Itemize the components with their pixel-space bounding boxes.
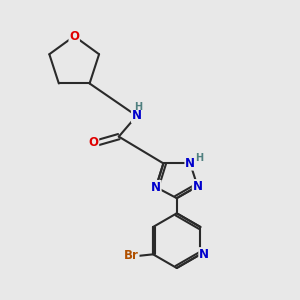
Text: Br: Br bbox=[124, 249, 139, 262]
Text: H: H bbox=[134, 102, 142, 112]
Text: N: N bbox=[132, 109, 142, 122]
Text: O: O bbox=[88, 136, 98, 149]
Text: N: N bbox=[185, 157, 195, 170]
Text: N: N bbox=[199, 248, 209, 261]
Text: O: O bbox=[69, 30, 79, 43]
Text: N: N bbox=[151, 181, 161, 194]
Text: N: N bbox=[193, 180, 202, 193]
Text: H: H bbox=[196, 153, 204, 163]
